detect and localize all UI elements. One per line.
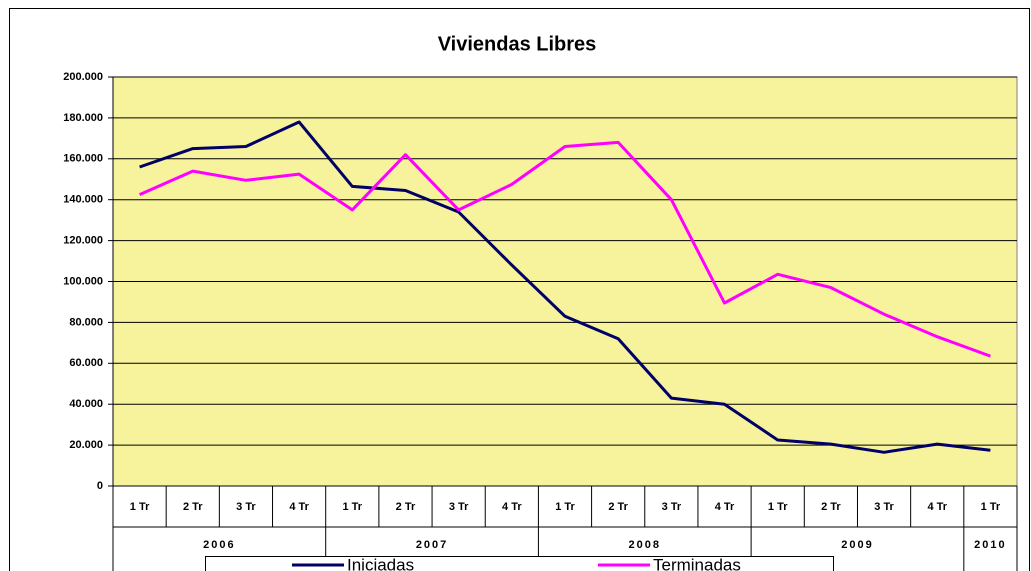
x-tick-label: 1 Tr <box>130 501 150 513</box>
x-tick-label: 2 Tr <box>183 501 203 513</box>
x-group-label: 2010 <box>974 539 1006 551</box>
y-tick-label: 180.000 <box>63 112 103 124</box>
chart-title: Viviendas Libres <box>438 33 597 55</box>
x-tick-label: 3 Tr <box>449 501 469 513</box>
legend-label: Terminadas <box>653 555 741 571</box>
x-tick-label: 2 Tr <box>608 501 628 513</box>
y-tick-label: 20.000 <box>69 439 103 451</box>
x-tick-label: 4 Tr <box>715 501 735 513</box>
y-tick-label: 100.000 <box>63 275 103 287</box>
y-tick-label: 0 <box>97 480 103 492</box>
y-tick-label: 200.000 <box>63 71 103 83</box>
x-tick-label: 1 Tr <box>343 501 363 513</box>
y-tick-label: 40.000 <box>69 398 103 410</box>
x-group-label: 2009 <box>841 539 873 551</box>
x-tick-label: 1 Tr <box>555 501 575 513</box>
x-tick-label: 1 Tr <box>768 501 788 513</box>
x-tick-label: 2 Tr <box>396 501 416 513</box>
x-tick-label: 4 Tr <box>502 501 522 513</box>
legend-label: Iniciadas <box>347 555 414 571</box>
series-line <box>139 120 991 454</box>
x-tick-label: 3 Tr <box>874 501 894 513</box>
x-group-label: 2008 <box>629 539 661 551</box>
y-tick-label: 120.000 <box>63 235 103 247</box>
x-tick-label: 4 Tr <box>927 501 947 513</box>
x-tick-label: 3 Tr <box>662 501 682 513</box>
legend-box <box>205 556 834 571</box>
y-tick-label: 80.000 <box>69 316 103 328</box>
y-tick-label: 140.000 <box>63 194 103 206</box>
series-line <box>138 140 991 358</box>
x-group-label: 2006 <box>203 539 235 551</box>
x-tick-label: 3 Tr <box>236 501 256 513</box>
y-tick-label: 60.000 <box>69 357 103 369</box>
x-tick-label: 1 Tr <box>981 501 1001 513</box>
y-tick-label: 160.000 <box>63 153 103 165</box>
x-group-label: 2007 <box>416 539 448 551</box>
x-tick-label: 4 Tr <box>289 501 309 513</box>
x-tick-label: 2 Tr <box>821 501 841 513</box>
